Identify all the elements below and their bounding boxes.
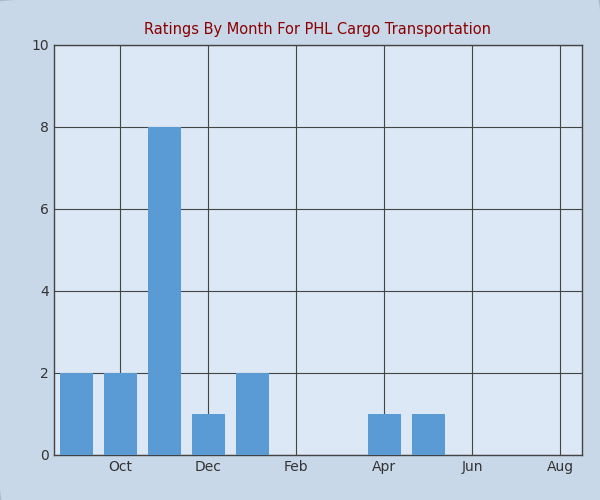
Bar — [412, 414, 445, 455]
Bar — [148, 127, 181, 455]
Bar — [59, 373, 92, 455]
Bar — [104, 373, 137, 455]
Bar — [367, 414, 401, 455]
Bar — [191, 414, 224, 455]
Bar — [235, 373, 269, 455]
Title: Ratings By Month For PHL Cargo Transportation: Ratings By Month For PHL Cargo Transport… — [145, 22, 491, 37]
